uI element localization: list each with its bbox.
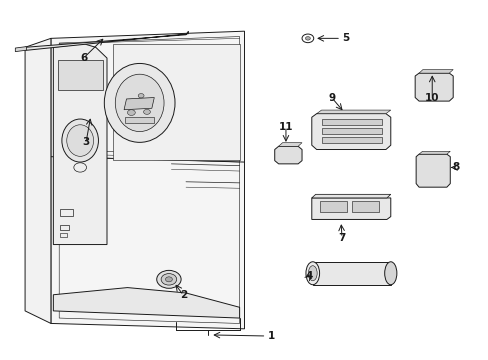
Text: 7: 7 (338, 233, 345, 243)
Text: 2: 2 (180, 291, 187, 301)
Ellipse shape (384, 262, 396, 285)
Polygon shape (351, 201, 378, 212)
Polygon shape (25, 39, 51, 323)
Text: 6: 6 (80, 53, 87, 63)
Text: 1: 1 (267, 331, 275, 341)
Polygon shape (113, 44, 239, 160)
Polygon shape (311, 198, 390, 220)
Polygon shape (321, 136, 381, 143)
Circle shape (143, 109, 150, 114)
Polygon shape (278, 143, 302, 146)
Circle shape (157, 270, 181, 288)
Text: 4: 4 (305, 271, 312, 281)
Polygon shape (51, 31, 244, 329)
Ellipse shape (308, 266, 317, 281)
Text: 8: 8 (451, 162, 458, 172)
Polygon shape (25, 31, 188, 50)
Polygon shape (321, 119, 381, 126)
Polygon shape (274, 146, 302, 164)
Polygon shape (53, 288, 239, 318)
Polygon shape (414, 73, 452, 101)
Polygon shape (312, 262, 390, 285)
Polygon shape (15, 46, 26, 51)
Circle shape (165, 277, 172, 282)
Ellipse shape (67, 125, 93, 156)
Ellipse shape (115, 74, 163, 132)
Circle shape (127, 110, 135, 116)
Polygon shape (418, 69, 452, 73)
Text: 10: 10 (424, 93, 439, 103)
Polygon shape (58, 60, 103, 90)
Polygon shape (321, 128, 381, 134)
Ellipse shape (62, 119, 98, 162)
Polygon shape (311, 114, 390, 149)
Polygon shape (418, 151, 449, 154)
Polygon shape (125, 117, 154, 123)
Text: 9: 9 (328, 93, 335, 103)
Ellipse shape (104, 63, 175, 142)
Polygon shape (53, 44, 107, 244)
Ellipse shape (305, 262, 319, 285)
Circle shape (161, 274, 176, 285)
Polygon shape (320, 201, 346, 212)
Polygon shape (311, 194, 390, 198)
Text: 11: 11 (278, 122, 293, 132)
Polygon shape (316, 110, 390, 114)
Polygon shape (124, 98, 154, 110)
Polygon shape (415, 154, 449, 187)
Circle shape (138, 94, 144, 98)
Text: 5: 5 (341, 33, 348, 43)
Circle shape (305, 37, 310, 40)
Text: 3: 3 (82, 138, 89, 147)
